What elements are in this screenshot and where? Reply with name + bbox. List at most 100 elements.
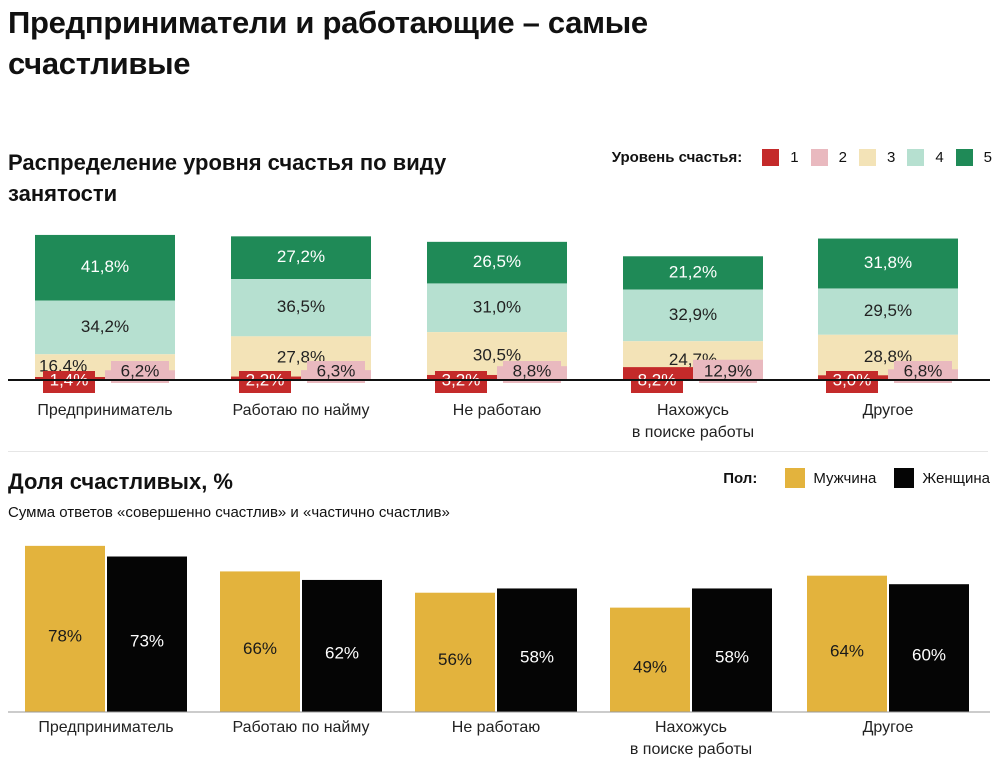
bar-men-1 (220, 571, 300, 712)
data-label-men-0: 78% (48, 626, 82, 645)
legend-item-level-5: 5 (955, 148, 992, 166)
label-box-level-1-4 (826, 371, 878, 393)
label-box-level-1-0 (43, 371, 95, 393)
chart-2-subtitle: Сумма ответов «совершенно счастлив» и «ч… (8, 504, 450, 521)
bar-level-4-0 (35, 300, 175, 355)
legend-label-level-4: 4 (935, 148, 944, 166)
label-box-level-1-3 (631, 371, 683, 393)
data-label-level-4-1: 36,5% (277, 297, 325, 316)
bar-women-3 (692, 588, 772, 712)
category-label-2-2: Не работаю (452, 719, 540, 736)
bar-women-2 (497, 588, 577, 712)
bar-level-5-3 (623, 256, 763, 290)
data-label-level-5-1: 27,2% (277, 247, 325, 266)
data-label-level-5-0: 41,8% (81, 257, 129, 276)
data-label-level-2-1: 6,3% (317, 361, 356, 380)
bar-men-2 (415, 592, 495, 712)
data-label-level-3-0: 16,4% (39, 357, 87, 376)
category-label-2-3-line-0: Нахожусь (655, 719, 727, 736)
legend-item-level-2: 2 (810, 148, 847, 166)
legend-item-level-1: 1 (762, 148, 799, 166)
data-label-level-2-4: 6,8% (904, 361, 943, 380)
category-label-1-0: Предприниматель (37, 402, 172, 419)
bar-men-0 (25, 545, 105, 712)
data-label-women-1: 62% (325, 643, 359, 662)
bar-women-1 (302, 579, 382, 712)
label-box-level-2-2 (503, 361, 561, 383)
legend-label-level-1: 1 (790, 148, 799, 166)
section-divider (8, 451, 988, 452)
label-box-level-1-1 (239, 371, 291, 393)
legend-swatch-level-1 (762, 148, 780, 166)
label-box-level-1-2 (435, 371, 487, 393)
data-label-level-5-4: 31,8% (864, 253, 912, 272)
chart-1-title: Распределение уровня счастья по виду зан… (8, 150, 447, 206)
data-label-level-4-0: 34,2% (81, 317, 129, 336)
data-label-level-3-2: 30,5% (473, 346, 521, 365)
label-box-level-2-3 (699, 361, 757, 383)
legend-label-level-5: 5 (983, 148, 992, 166)
bar-level-4-2 (427, 283, 567, 333)
category-label-1-3-line-1: в поиске работы (632, 424, 754, 441)
bar-men-4 (807, 575, 887, 712)
page-title: Предприниматели и работающие – самые сча… (8, 5, 648, 81)
legend-item-women: Женщина (894, 468, 990, 488)
legend-item-level-3: 3 (858, 148, 896, 166)
chart-2-legend-title: Пол: (723, 469, 758, 487)
legend-label-women: Женщина (922, 469, 990, 487)
category-label-1-3-line-0: Нахожусь (657, 402, 729, 419)
category-label-2-1: Работаю по найму (232, 719, 369, 736)
legend-swatch-level-4 (907, 148, 925, 166)
data-label-level-2-2: 8,8% (513, 361, 552, 380)
chart-1-legend: Уровень счастья: 1 2 3 4 5 (612, 146, 992, 168)
data-label-level-5-2: 26,5% (473, 252, 521, 271)
legend-swatch-level-2 (810, 148, 828, 166)
data-label-women-2: 58% (520, 648, 554, 667)
bar-level-4-1 (231, 279, 371, 337)
data-label-level-4-3: 32,9% (669, 305, 717, 324)
bar-level-5-2 (427, 241, 567, 284)
category-label-1-4: Другое (863, 402, 914, 419)
data-label-women-3: 58% (715, 648, 749, 667)
data-label-women-4: 60% (912, 646, 946, 665)
category-label-1-1: Работаю по найму (232, 402, 369, 419)
chart-2-title: Доля счастливых, % (8, 469, 233, 494)
category-label-2-4: Другое (863, 719, 914, 736)
label-box-level-2-4 (894, 361, 952, 383)
chart-2-legend: Пол: Мужчина Женщина (723, 466, 990, 490)
bar-women-4 (889, 584, 969, 712)
label-box-level-2-0 (111, 361, 169, 383)
category-label-2-0: Предприниматель (38, 719, 173, 736)
data-label-men-3: 49% (633, 657, 667, 676)
legend-item-men: Мужчина (785, 468, 876, 488)
legend-swatch-women (894, 468, 915, 488)
data-label-men-4: 64% (830, 641, 864, 660)
legend-item-level-4: 4 (907, 148, 944, 166)
data-label-level-5-3: 21,2% (669, 262, 717, 281)
bar-level-5-0 (35, 234, 175, 301)
data-label-men-2: 56% (438, 650, 472, 669)
bar-women-0 (107, 556, 187, 712)
category-label-1-2: Не работаю (453, 402, 541, 419)
chart-1-legend-title: Уровень счастья: (611, 148, 743, 166)
data-label-level-4-2: 31,0% (473, 297, 521, 316)
data-label-women-0: 73% (130, 632, 164, 651)
legend-swatch-men (785, 468, 806, 488)
bar-level-5-4 (818, 238, 958, 289)
data-label-level-4-4: 29,5% (864, 301, 912, 320)
data-label-level-2-3: 12,9% (704, 361, 752, 380)
bar-level-4-4 (818, 288, 958, 335)
data-label-men-1: 66% (243, 639, 277, 658)
data-label-level-2-0: 6,2% (121, 361, 160, 380)
legend-label-level-2: 2 (838, 148, 847, 166)
legend-label-men: Мужчина (813, 469, 877, 487)
legend-swatch-level-3 (858, 148, 876, 166)
label-box-level-2-1 (307, 361, 365, 383)
bar-men-3 (610, 607, 690, 712)
bar-level-4-3 (623, 289, 763, 342)
legend-label-level-3: 3 (886, 148, 896, 166)
legend-swatch-level-5 (955, 148, 973, 166)
bar-level-5-1 (231, 236, 371, 280)
category-label-2-3-line-1: в поиске работы (630, 741, 752, 758)
